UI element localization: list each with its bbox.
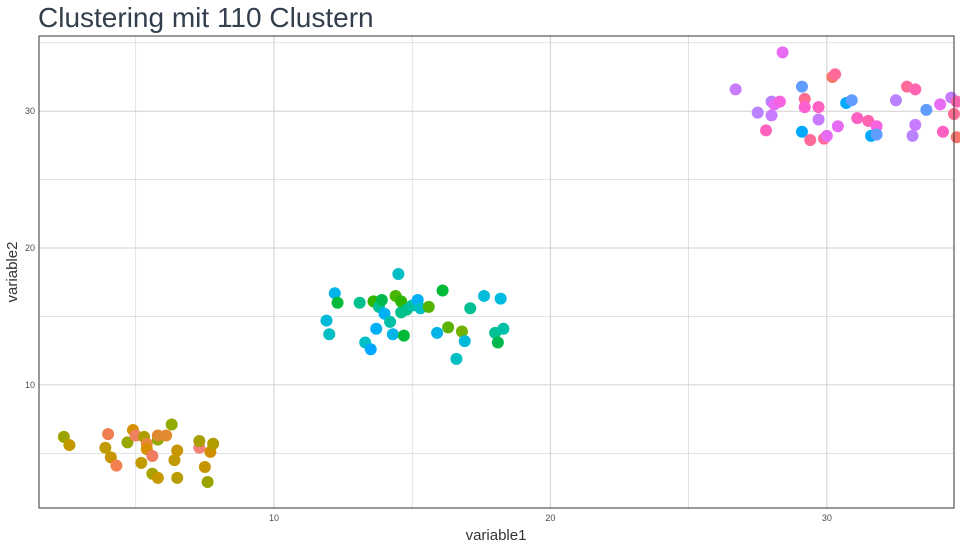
data-point [829, 68, 842, 81]
data-point [331, 296, 344, 309]
y-tick-label: 20 [25, 243, 35, 253]
data-point [146, 450, 159, 463]
data-point [795, 125, 808, 138]
data-point [812, 113, 825, 126]
y-tick-label: 10 [25, 380, 35, 390]
data-point [464, 302, 477, 315]
data-point [950, 131, 960, 144]
x-tick-label: 10 [269, 513, 279, 523]
data-point [870, 128, 883, 141]
data-point [370, 322, 383, 335]
chart-title: Clustering mit 110 Clustern [38, 2, 374, 33]
data-point [909, 118, 922, 131]
data-point [436, 284, 449, 297]
data-point [798, 101, 811, 114]
data-point [431, 326, 444, 339]
data-point [99, 441, 112, 454]
data-point [160, 429, 173, 442]
data-point [776, 46, 789, 59]
data-point [121, 436, 134, 449]
data-point [168, 454, 181, 467]
data-point [171, 444, 184, 457]
data-point [386, 328, 399, 341]
data-point [165, 418, 178, 431]
data-point [102, 428, 115, 441]
data-point [328, 287, 341, 300]
data-point [729, 83, 742, 96]
data-point [110, 459, 123, 472]
data-point [63, 439, 76, 452]
grid-lines [39, 36, 954, 508]
data-point [151, 471, 164, 484]
data-point [798, 92, 811, 105]
data-point [397, 329, 410, 342]
data-point [751, 106, 764, 119]
data-point [497, 322, 510, 335]
data-point [909, 83, 922, 96]
data-point [151, 429, 164, 442]
x-axis-title: variable1 [466, 527, 527, 544]
data-point [950, 95, 960, 108]
data-point [494, 292, 507, 305]
data-point [765, 109, 778, 122]
data-point [392, 268, 405, 281]
data-point [773, 95, 786, 108]
data-point [171, 471, 184, 484]
data-point [804, 133, 817, 146]
data-point [820, 129, 833, 142]
data-point [384, 315, 397, 328]
data-point [458, 335, 471, 348]
data-point [845, 94, 858, 107]
data-point [207, 437, 220, 450]
data-point [920, 103, 933, 116]
plot-background [39, 36, 954, 508]
data-point [831, 120, 844, 133]
data-point [812, 101, 825, 114]
data-point [906, 129, 919, 142]
x-tick-label: 30 [822, 513, 832, 523]
data-point [478, 289, 491, 302]
data-point [422, 300, 435, 313]
data-point [364, 343, 377, 356]
data-point [353, 296, 366, 309]
data-points [57, 46, 960, 489]
data-point [375, 294, 388, 307]
x-tick-label: 20 [545, 513, 555, 523]
plot-border [38, 35, 955, 509]
data-point [450, 352, 463, 365]
data-point [795, 80, 808, 93]
data-point [934, 98, 947, 111]
data-point [870, 120, 883, 133]
data-point [201, 476, 214, 489]
data-point [491, 336, 504, 349]
data-point [193, 434, 206, 447]
data-point [323, 328, 336, 341]
data-point [442, 321, 455, 334]
data-point [135, 456, 148, 469]
y-axis-title: variable2 [4, 242, 21, 303]
tick-labels: 10 20 30 10 20 30 [25, 106, 832, 523]
data-point [851, 112, 864, 125]
y-tick-label: 30 [25, 106, 35, 116]
data-point [320, 314, 333, 327]
data-point [455, 325, 468, 338]
data-point [760, 124, 773, 137]
data-point [889, 94, 902, 107]
data-point [198, 460, 211, 473]
data-point [936, 125, 949, 138]
